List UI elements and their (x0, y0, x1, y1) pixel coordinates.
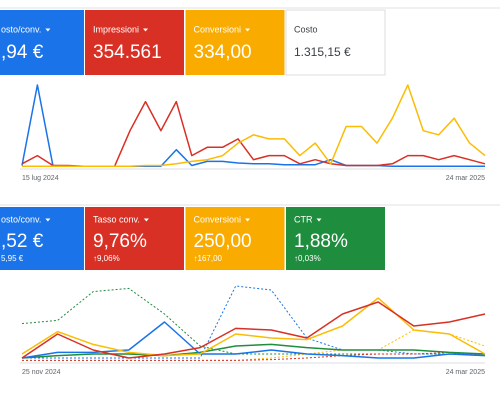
metric-value: 334,00 (194, 42, 252, 63)
series-line (21, 100, 486, 168)
metric-label: osto/conv. (1, 24, 41, 34)
metric-value: 9,76% (93, 231, 147, 252)
metric-value: ,52 € (1, 231, 44, 252)
x-tick-label: 25 nov 2024 (22, 369, 61, 376)
x-tick-label: 24 mar 2025 (446, 369, 485, 376)
dropdown-arrow (45, 218, 51, 222)
metric-label: CTR (294, 214, 313, 224)
dropdown-arrow (143, 218, 149, 222)
metric-delta: 5,95 € (1, 254, 24, 263)
metric-delta: ↑9,06% (93, 254, 120, 263)
dropdown-arrow (245, 218, 251, 222)
metric-card[interactable] (185, 207, 285, 270)
dropdown-arrow (245, 28, 251, 32)
series-line (21, 84, 485, 168)
dropdown-arrow (45, 28, 51, 32)
x-tick-label: 24 mar 2025 (446, 175, 485, 182)
metric-value: 250,00 (194, 231, 252, 252)
series-line (21, 297, 486, 357)
metric-card[interactable] (85, 10, 184, 75)
metric-card[interactable] (185, 10, 285, 75)
series-line (21, 301, 486, 359)
series-line (21, 343, 486, 359)
dropdown-arrow (143, 28, 149, 32)
metric-label: Conversioni (194, 24, 242, 34)
metric-card[interactable] (85, 207, 184, 270)
metric-value: 354.561 (93, 42, 162, 63)
metric-label: Costo (294, 24, 318, 34)
x-tick-label: 15 lug 2024 (22, 175, 59, 182)
metric-label: Conversioni (194, 214, 242, 224)
metric-value: ,94 € (1, 42, 44, 63)
dropdown-arrow (316, 218, 322, 222)
metric-label: Tasso conv. (93, 214, 140, 224)
series-line (22, 84, 486, 168)
series-line (22, 351, 486, 361)
metric-value: 1.315,15 € (294, 45, 351, 59)
metric-card[interactable] (285, 9, 386, 76)
metric-card[interactable] (0, 207, 84, 270)
metric-value: 1,88% (294, 231, 348, 252)
metric-label: Impressioni (93, 24, 139, 34)
series-line (21, 321, 486, 359)
metric-delta: ↑0,03% (294, 254, 321, 263)
metric-delta: ↑167,00 (194, 254, 223, 263)
metric-label: osto/conv. (1, 214, 41, 224)
metric-card[interactable] (0, 10, 84, 75)
series-line (21, 287, 485, 355)
series-line (22, 285, 485, 359)
metric-card[interactable] (286, 207, 385, 270)
